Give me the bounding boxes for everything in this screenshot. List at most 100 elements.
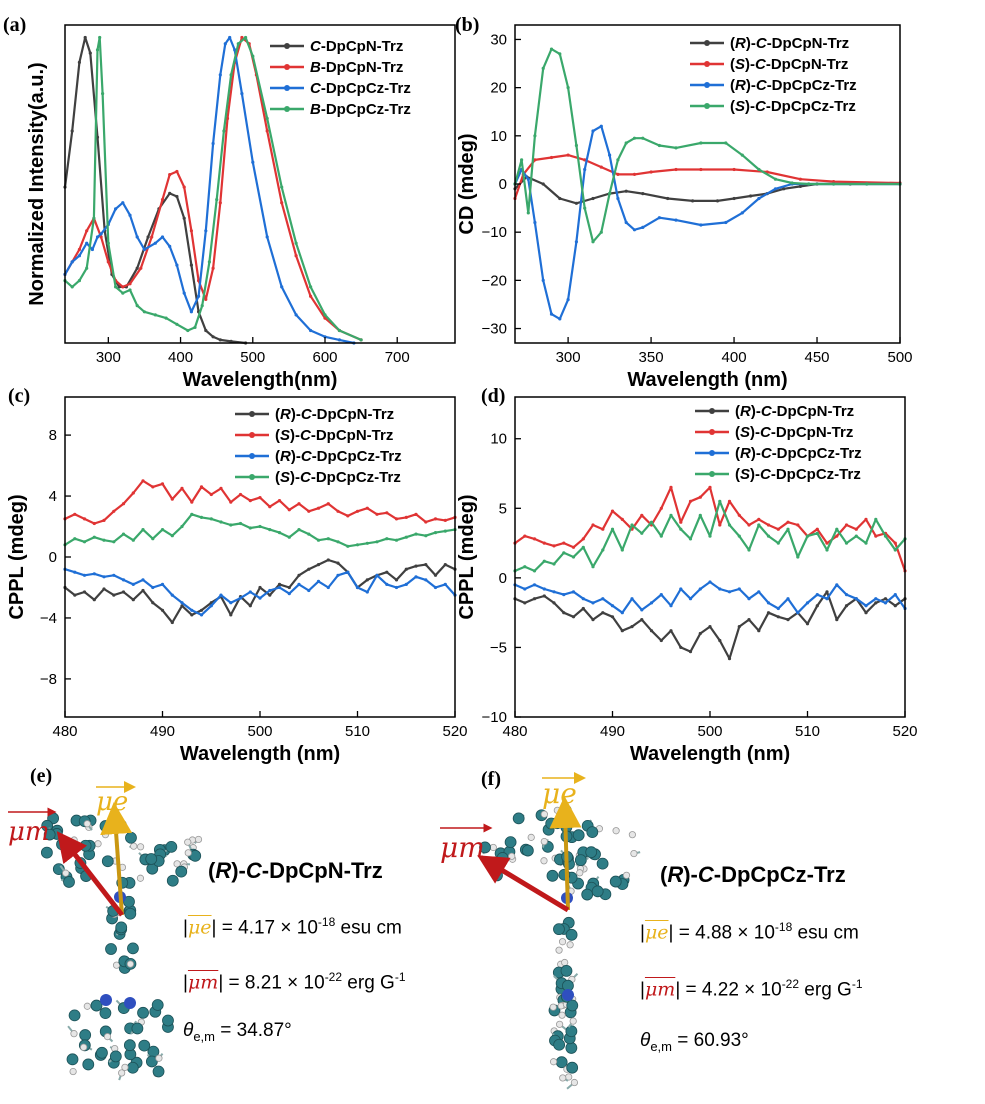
data-point [211, 141, 215, 146]
carbon-atom [162, 1014, 174, 1027]
carbon-atom [145, 853, 158, 865]
data-point [326, 537, 330, 541]
data-point [591, 196, 595, 201]
data-point [630, 625, 634, 629]
data-point [153, 313, 157, 317]
data-point [414, 575, 418, 579]
hydrogen-atom [612, 827, 620, 835]
data-point [180, 486, 184, 490]
data-point [523, 534, 527, 538]
data-point [336, 509, 340, 513]
data-point [77, 247, 81, 252]
charts-layer: 300 400 500 600 700Wavelength(nm)Normalized … [6, 24, 918, 765]
data-point [365, 541, 369, 545]
data-point [542, 541, 546, 545]
x-tick-label: 490 [150, 723, 175, 740]
hydrogen-atom [622, 871, 631, 879]
data-point [326, 502, 330, 506]
mu-e-symbol: μe [542, 777, 577, 810]
data-point [757, 590, 761, 594]
data-point [268, 505, 272, 509]
data-point [365, 578, 369, 582]
data-point [102, 575, 106, 579]
data-point [708, 534, 712, 538]
data-point [624, 141, 628, 145]
data-point [280, 185, 284, 189]
legend-marker [709, 450, 715, 456]
data-point [359, 338, 363, 342]
data-point [718, 523, 722, 527]
hydrogen-atom [70, 836, 78, 844]
hydrogen-atom [549, 1003, 557, 1011]
carbon-atom [68, 1009, 81, 1022]
data-point [375, 573, 379, 577]
hydrogen-atom [556, 1020, 564, 1028]
data-point [228, 35, 232, 40]
data-point [737, 513, 741, 517]
data-point [571, 615, 576, 619]
data-point [776, 527, 780, 531]
hydrogen-atom [489, 843, 497, 852]
data-point [699, 223, 703, 227]
data-point [190, 613, 194, 617]
legend-label: (R)-C-DpCpCz-Trz [735, 445, 862, 462]
legend-label: (S)-C-DpCpN-Trz [730, 56, 848, 73]
data-point [610, 527, 615, 531]
data-point [258, 585, 262, 590]
data-point [102, 518, 106, 523]
carbon-atom [43, 828, 56, 841]
data-point [277, 531, 282, 535]
chart-b: 300 350 400 450 500 −30 −20 −10 0 10 20 30 Wavelengt… [456, 24, 913, 391]
data-point [649, 520, 654, 524]
data-point [307, 509, 311, 513]
data-point [307, 532, 311, 536]
data-point [581, 537, 585, 541]
data-point [240, 35, 244, 40]
data-point [219, 520, 223, 524]
data-point [309, 285, 313, 289]
data-point [523, 587, 527, 591]
data-point [562, 541, 566, 545]
data-point [180, 601, 184, 605]
data-point [727, 657, 732, 661]
carbon-atom [66, 1053, 79, 1066]
hydrogen-atom [103, 1033, 112, 1041]
y-axis-label: Normalized Intensity(a.u.) [26, 62, 48, 305]
hydrogen-atom [569, 1017, 577, 1025]
data-point [199, 485, 204, 489]
x-axis-label: Wavelength (nm) [630, 743, 790, 765]
data-point [659, 638, 663, 643]
carbon-atom [145, 1055, 158, 1068]
data-point [542, 587, 546, 591]
data-point [669, 513, 673, 517]
data-point [112, 573, 116, 577]
data-point [520, 158, 524, 162]
molecule-e-mu-e-line: |μe| = 4.17 × 10-18 esu cm [183, 915, 402, 939]
data-point [601, 548, 605, 552]
data-point [591, 129, 595, 133]
carbon-atom [566, 999, 579, 1012]
data-point [874, 517, 878, 522]
data-point [552, 562, 556, 566]
hydrogen-atom [540, 857, 548, 865]
data-point [160, 198, 165, 202]
carbon-atom [99, 1007, 112, 1020]
data-point [715, 199, 720, 203]
data-point [620, 611, 624, 615]
data-point [659, 534, 663, 538]
data-point [737, 587, 741, 591]
mu-e-arrow [100, 802, 133, 916]
data-point [844, 604, 849, 608]
data-point [258, 496, 262, 500]
data-point [786, 520, 790, 524]
legend-label: (S)-C-DpCpN-Trz [735, 424, 853, 441]
data-point [807, 182, 811, 186]
data-point [316, 538, 321, 542]
data-point [552, 590, 556, 594]
data-point [757, 196, 761, 201]
data-point [424, 578, 428, 582]
data-point [168, 244, 172, 248]
data-point [893, 548, 897, 552]
data-point [160, 528, 165, 532]
data-point [128, 213, 132, 217]
